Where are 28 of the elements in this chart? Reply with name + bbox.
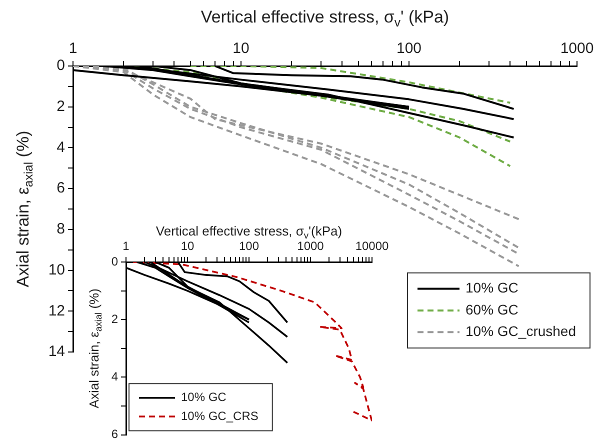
legend-label: 10% GC: [465, 280, 518, 296]
x-tick-label: 100: [396, 40, 422, 58]
x-tick-label: 1000: [297, 239, 324, 254]
y-tick-label: 10: [48, 261, 65, 278]
x-tick-label: 100: [238, 239, 260, 254]
y-tick-label: 12: [48, 302, 65, 320]
legend-label: 60% GC: [465, 301, 518, 318]
y-tick-label: 6: [111, 427, 118, 442]
legend-label: 10% GC: [181, 390, 227, 404]
x-tick-label: 1000: [560, 40, 594, 58]
y-tick-label: 2: [56, 98, 65, 115]
x-tick-label: 1: [122, 239, 130, 254]
y-tick-label: 4: [111, 370, 118, 384]
y-tick-label: 8: [56, 220, 65, 238]
x-tick-label: 10: [180, 239, 194, 254]
x-tick-label: 10: [232, 40, 250, 58]
x-tick-label: 10000: [355, 239, 390, 254]
y-axis-title: Axial strain, εaxial (%): [86, 288, 104, 408]
y-tick-label: 0: [111, 254, 118, 268]
y-tick-label: 0: [56, 57, 65, 74]
y-tick-label: 6: [56, 180, 65, 197]
legend-label: 10% GC_crushed: [465, 323, 576, 340]
y-axis-title: Axial strain, εaxial (%): [14, 130, 36, 288]
y-tick-label: 4: [56, 138, 65, 156]
y-tick-label: 2: [111, 312, 118, 326]
legend-label: 10% GC_CRS: [181, 408, 258, 423]
x-tick-label: 1: [68, 40, 78, 58]
y-tick-label: 14: [48, 343, 65, 360]
